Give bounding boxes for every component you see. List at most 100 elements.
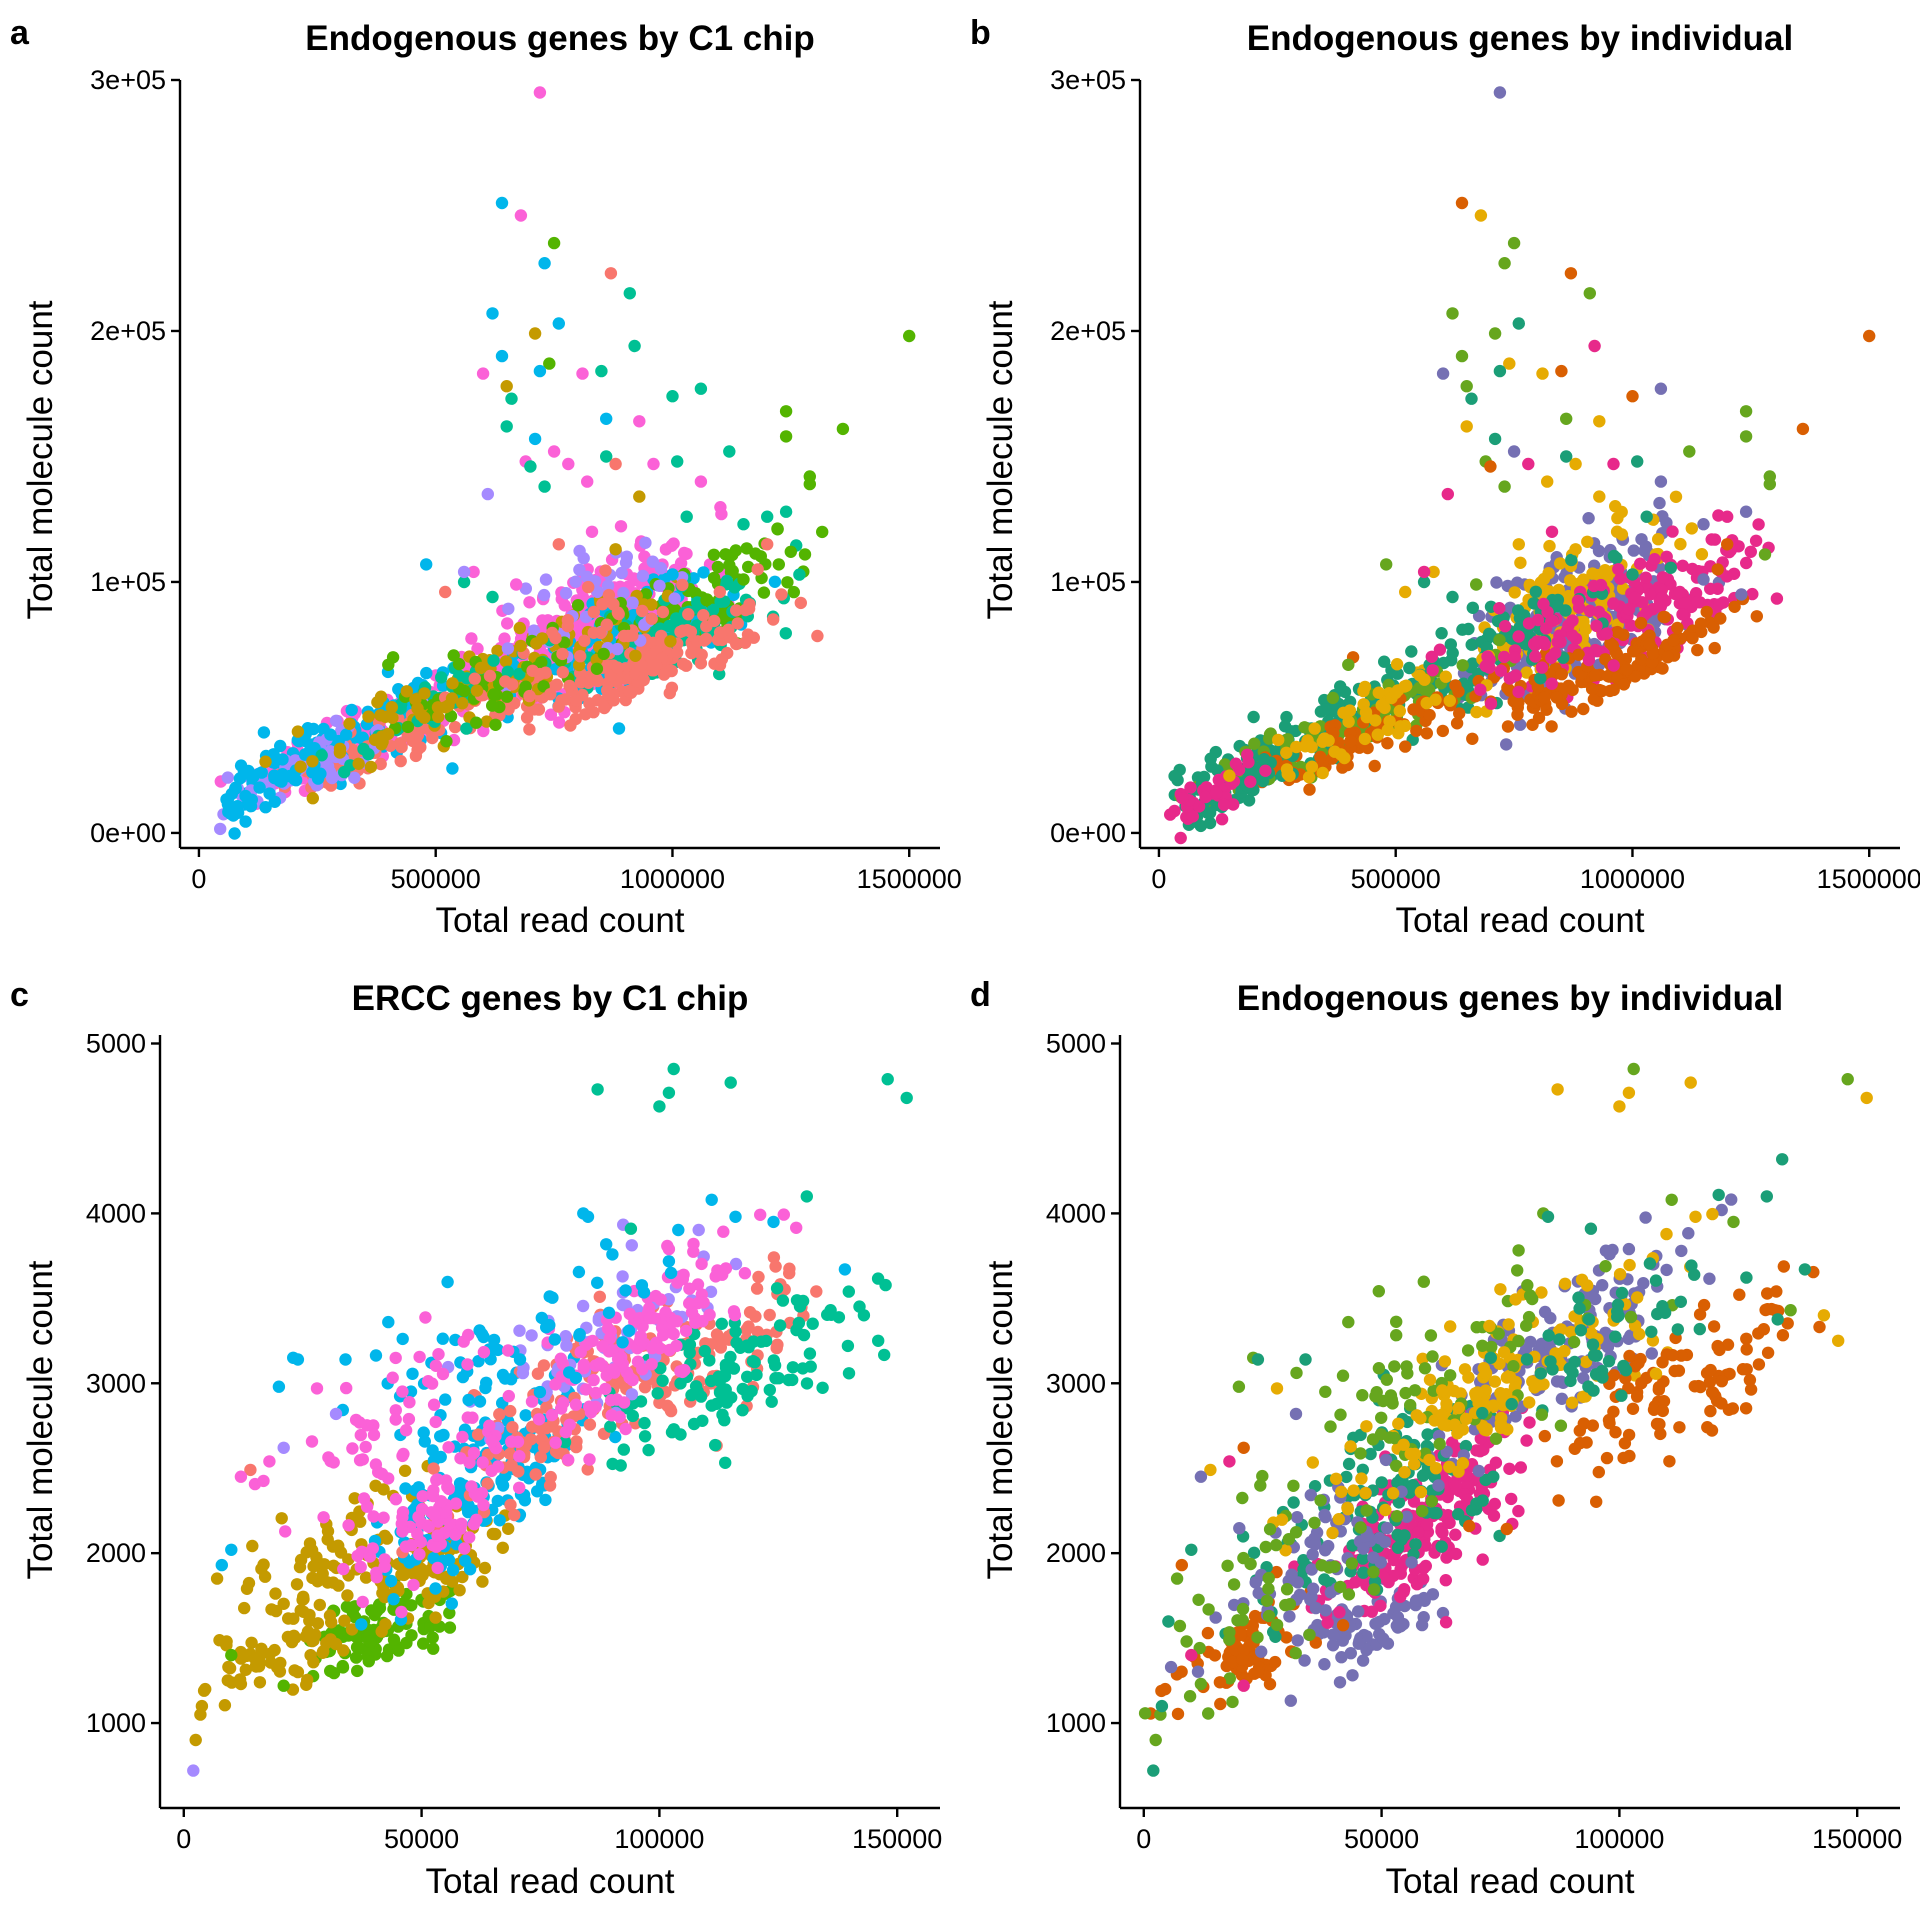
scatter-point: [444, 709, 458, 723]
scatter-point: [1498, 480, 1511, 493]
scatter-point: [465, 1480, 478, 1493]
scatter-point: [1656, 662, 1669, 675]
scatter-point: [1326, 691, 1340, 705]
scatter-point: [611, 642, 624, 656]
scatter-point: [713, 667, 726, 681]
scatter-point: [743, 1306, 757, 1319]
y-tick-label: 3e+05: [1050, 65, 1126, 95]
scatter-point: [1493, 86, 1507, 99]
scatter-point: [387, 1633, 401, 1646]
scatter-point: [528, 327, 542, 340]
panel-letter: b: [970, 14, 991, 52]
panel-letter: c: [10, 976, 29, 1014]
scatter-point: [1423, 708, 1436, 722]
scatter-point: [519, 1409, 532, 1422]
scatter-point: [279, 1525, 292, 1538]
scatter-point: [729, 544, 742, 557]
scatter-point: [558, 599, 571, 612]
scatter-point: [683, 1282, 696, 1295]
scatter-point: [550, 678, 563, 691]
scatter-point: [715, 653, 729, 666]
scatter-point: [523, 689, 536, 703]
scatter-point: [692, 1223, 705, 1237]
scatter-point: [427, 1642, 440, 1655]
scatter-point: [1691, 595, 1704, 609]
scatter-point: [656, 605, 670, 619]
scatter-point: [246, 1539, 259, 1553]
scatter-point: [240, 1582, 254, 1596]
scatter-point: [599, 564, 612, 577]
scatter-point: [769, 1372, 782, 1385]
scatter-point: [1509, 1410, 1522, 1423]
scatter-point: [657, 1328, 670, 1342]
scatter-point: [1622, 602, 1636, 616]
scatter-point: [465, 632, 478, 645]
scatter-point: [310, 1382, 324, 1395]
scatter-point: [1675, 1244, 1688, 1258]
scatter-point: [367, 1510, 380, 1523]
scatter-point: [615, 566, 628, 580]
scatter-point: [1545, 677, 1559, 690]
scatter-point: [1511, 708, 1524, 721]
scatter-point: [409, 693, 422, 706]
scatter-point: [1426, 664, 1439, 677]
scatter-point: [1487, 1509, 1501, 1522]
scatter-point: [422, 1520, 435, 1534]
scatter-point: [782, 1373, 795, 1387]
scatter-point: [700, 620, 713, 633]
scatter-point: [1346, 1669, 1359, 1682]
scatter-point: [1705, 533, 1718, 546]
scatter-point: [291, 725, 305, 738]
scatter-point: [1703, 1272, 1716, 1285]
scatter-point: [321, 1576, 334, 1589]
scatter-point: [1462, 622, 1475, 636]
scatter-point: [1656, 571, 1670, 584]
scatter-point: [457, 565, 471, 579]
scatter-point: [1439, 1616, 1453, 1629]
scatter-point: [301, 722, 314, 735]
scatter-point: [580, 1338, 593, 1351]
scatter-point: [1671, 621, 1684, 635]
scatter-point: [546, 626, 559, 640]
scatter-point: [1488, 1497, 1502, 1511]
scatter-point: [1507, 445, 1521, 458]
scatter-point: [741, 1370, 754, 1384]
scatter-point: [414, 1562, 428, 1575]
scatter-point: [502, 1522, 515, 1536]
scatter-point: [1373, 1615, 1386, 1629]
scatter-point: [623, 1307, 636, 1321]
scatter-point: [1615, 505, 1628, 519]
scatter-point: [1176, 792, 1189, 805]
scatter-point: [757, 586, 771, 599]
scatter-point: [1606, 639, 1620, 652]
scatter-point: [432, 710, 445, 724]
scatter-point: [717, 1225, 730, 1238]
scatter-point: [1242, 794, 1256, 807]
scatter-point: [570, 694, 583, 707]
scatter-point: [514, 639, 527, 653]
scatter-point: [1460, 420, 1473, 433]
scatter-point: [600, 412, 613, 425]
scatter-point: [495, 349, 509, 363]
scatter-point: [604, 1420, 617, 1433]
scatter-point: [493, 1408, 506, 1421]
scatter-point: [195, 1699, 209, 1713]
scatter-point: [581, 1210, 595, 1224]
scatter-point: [1572, 601, 1586, 614]
scatter-point: [1334, 748, 1348, 761]
scatter-point: [816, 525, 829, 539]
scatter-point: [1676, 559, 1689, 572]
scatter-point: [504, 1498, 517, 1512]
scatter-point: [1171, 1707, 1185, 1721]
scatter-point: [709, 1438, 722, 1452]
scatter-point: [585, 1401, 598, 1415]
scatter-point: [402, 1412, 416, 1426]
scatter-point: [1565, 553, 1578, 567]
scatter-point: [1168, 804, 1181, 818]
scatter-point: [378, 1560, 391, 1574]
scatter-point: [306, 755, 319, 768]
scatter-point: [436, 1367, 450, 1381]
scatter-point: [1538, 691, 1551, 704]
scatter-point: [1421, 1428, 1434, 1441]
scatter-point: [1683, 445, 1696, 458]
